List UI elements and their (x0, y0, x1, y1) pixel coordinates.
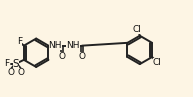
Text: NH: NH (48, 41, 62, 50)
Text: F: F (17, 37, 22, 46)
Text: S: S (13, 59, 19, 69)
Text: O: O (59, 52, 66, 61)
Text: Cl: Cl (132, 25, 141, 34)
Text: NH: NH (66, 41, 80, 50)
Text: O: O (17, 68, 24, 77)
Text: O: O (8, 68, 15, 77)
Text: F: F (4, 59, 9, 68)
Text: O: O (79, 52, 85, 61)
Text: Cl: Cl (153, 58, 162, 67)
